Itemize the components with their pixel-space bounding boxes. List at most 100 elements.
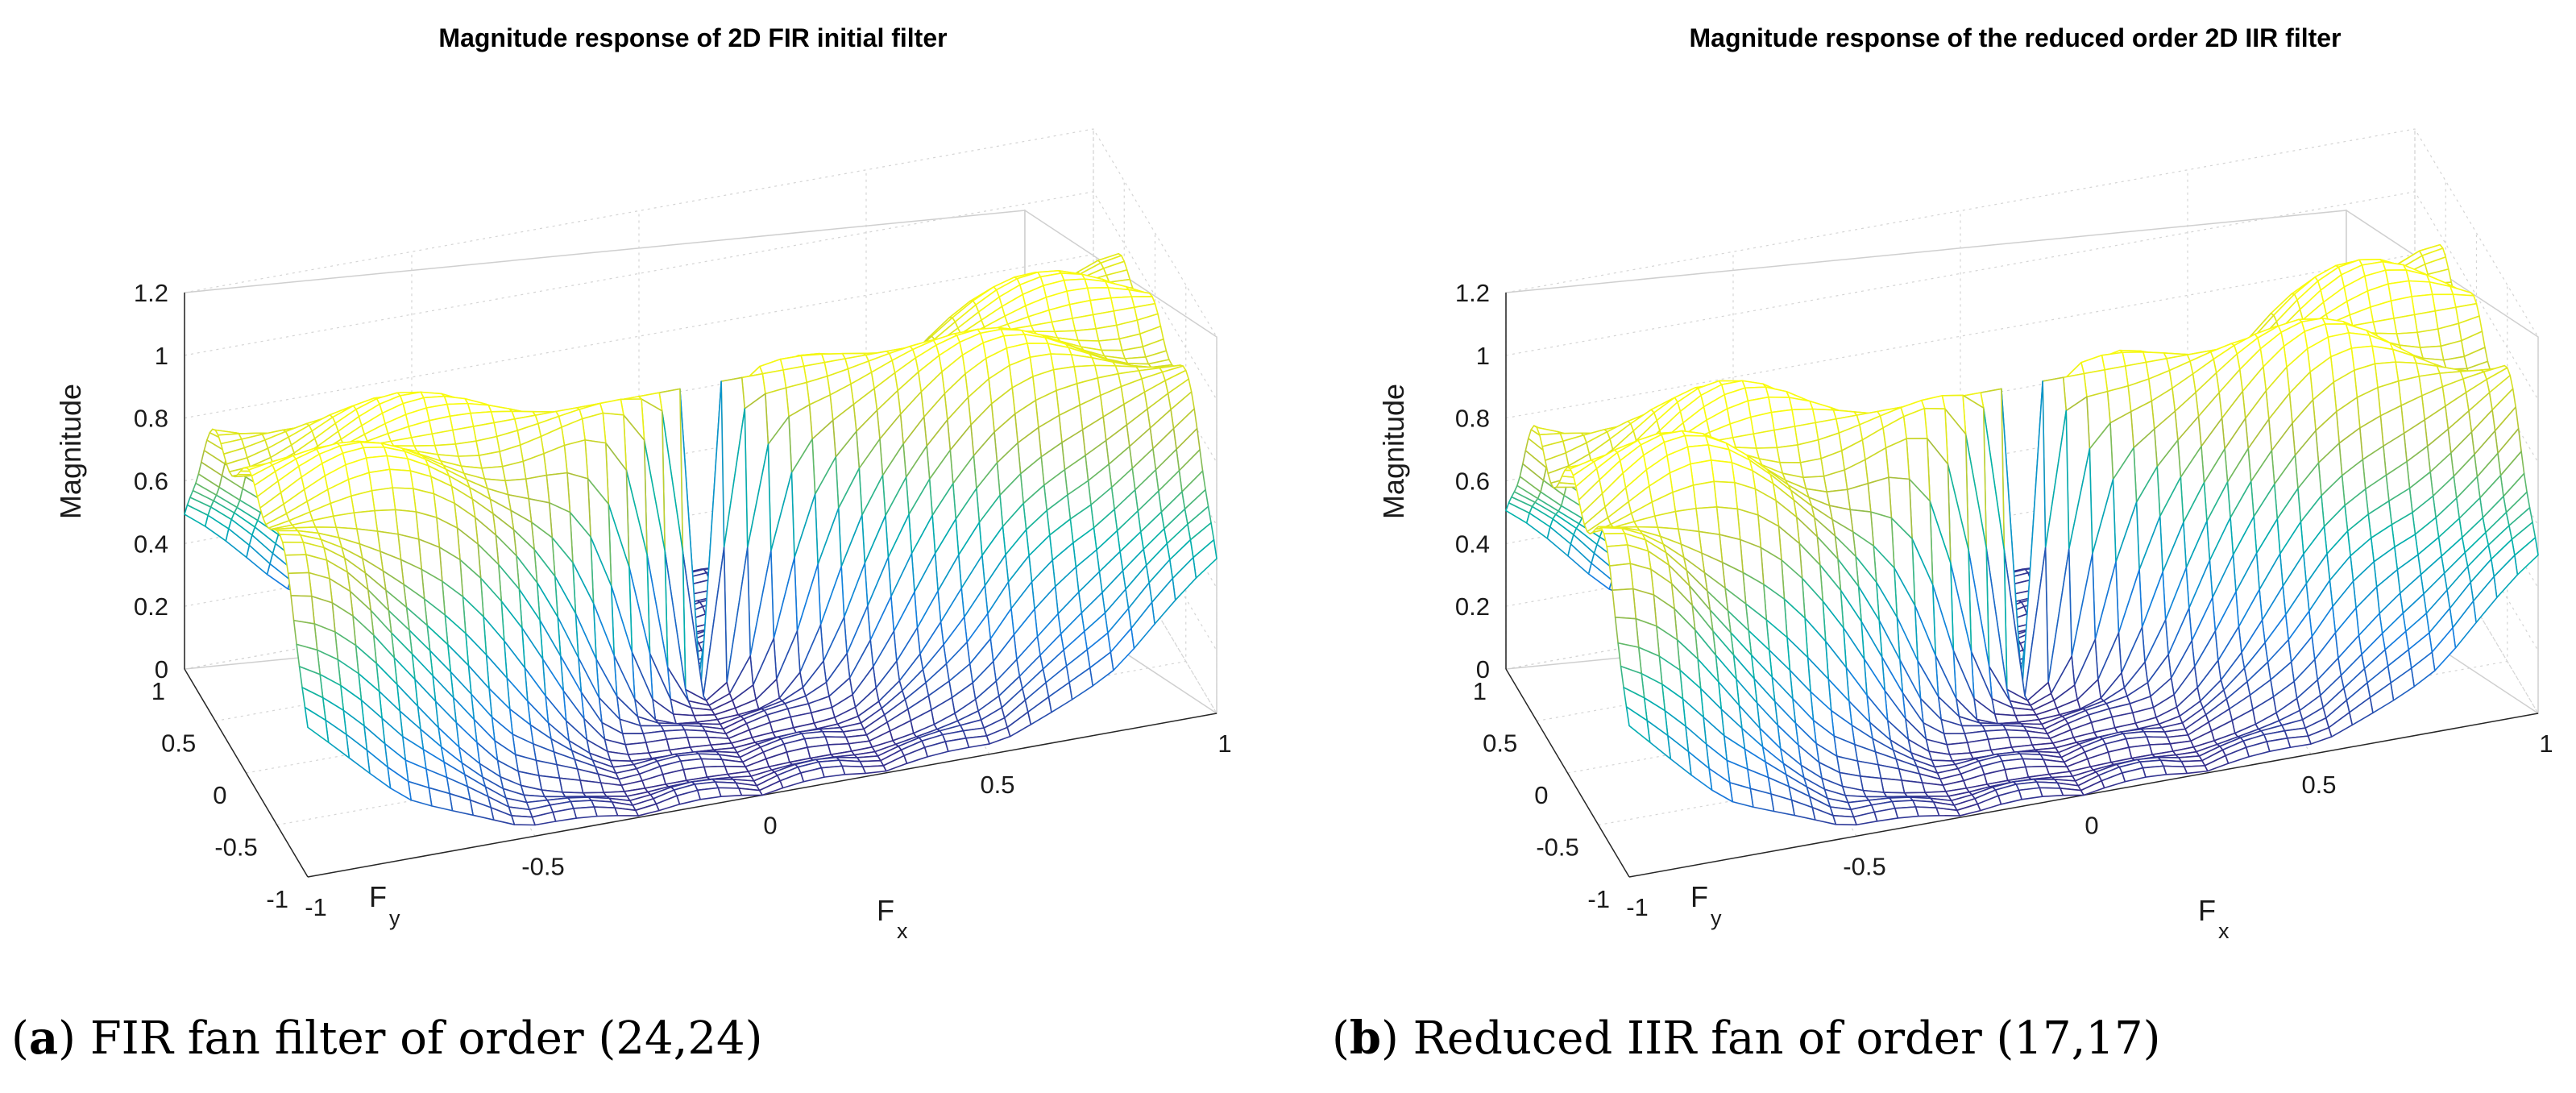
x-axis-label-sub: x — [897, 919, 908, 943]
x-tick-label: 0.5 — [980, 771, 1014, 799]
surface-patch — [1901, 779, 1926, 794]
surface-patch — [1606, 544, 1632, 567]
y-tick-label: 1 — [1473, 677, 1487, 705]
y-axis-label: F — [369, 880, 387, 913]
surface-patch — [1832, 814, 1857, 826]
z-tick-label: 0 — [1476, 655, 1490, 684]
surface-patch — [603, 791, 628, 797]
z-tick-label: 0 — [155, 655, 168, 684]
surface-patch — [593, 806, 619, 817]
surface-mesh — [184, 252, 1217, 826]
surface-patch — [374, 509, 399, 535]
surface-patch — [696, 787, 722, 800]
caption-b-letter: b — [1349, 1012, 1382, 1065]
x-tick-label: 0 — [763, 812, 777, 840]
surface-patch — [2018, 787, 2043, 800]
z-tick-label: 0.6 — [1455, 468, 1490, 496]
surface-patch — [2142, 765, 2167, 778]
surface-patch — [371, 487, 396, 512]
chart-panel-a: 0 0.2 0.4 0.6 0.8 1 1.2 -1 -0.5 0 0.5 1 1 0.5 0 -0.5 -1 M… — [54, 23, 1232, 943]
surface-patch — [1692, 480, 1718, 509]
surface-patch — [1880, 777, 1906, 794]
y-axis-label-sub: y — [1711, 906, 1722, 930]
caption-a-text: FIR fan filter of order (24,24) — [76, 1012, 763, 1065]
chart-title: Magnitude response of 2D FIR initial fil… — [438, 23, 947, 52]
y-tick-label: 1 — [151, 677, 165, 705]
x-tick-label: 0.5 — [2301, 771, 2336, 799]
y-axis-label: F — [1690, 880, 1708, 913]
surface-patch — [353, 509, 379, 532]
chart-title: Magnitude response of the reduced order … — [1689, 23, 2341, 52]
z-tick-label: 1 — [155, 342, 168, 370]
surface-patch — [1074, 328, 1100, 342]
surface-patch — [368, 468, 393, 492]
surface-patch — [2416, 328, 2441, 348]
surface-patch — [454, 440, 480, 457]
surface-patch — [392, 487, 417, 513]
surface-patch — [386, 455, 412, 472]
surface-patch — [1753, 429, 1778, 449]
surface-patch — [1608, 563, 1634, 591]
surface-patch — [700, 758, 726, 768]
surface-patch — [388, 468, 414, 489]
surface-patch — [304, 706, 330, 743]
surface-patch — [2163, 765, 2188, 775]
x-tick-label: 1 — [1217, 729, 1231, 758]
z-tick-label: 0.6 — [134, 468, 168, 496]
surface-patch — [287, 571, 313, 597]
caption-a-letter: a — [28, 1012, 59, 1065]
surface-patch — [1773, 426, 1798, 449]
surface-patch — [2039, 787, 2064, 798]
surface-patch — [2287, 735, 2312, 749]
surface-patch — [683, 729, 709, 738]
x-axis-label: F — [2198, 894, 2216, 927]
surface-patch — [1776, 444, 1802, 463]
surface-patch — [1600, 526, 1626, 534]
surface-patch — [581, 412, 607, 444]
caption-b-text: Reduced IIR fan of order (17,17) — [1398, 1012, 2161, 1065]
surface-patch — [290, 595, 316, 625]
z-tick-label: 0.2 — [1455, 592, 1490, 621]
z-grid-line — [184, 128, 1217, 338]
surface-patch — [1095, 324, 1120, 342]
y-tick-label: 0 — [1534, 781, 1548, 809]
surface-patch — [579, 779, 604, 794]
z-axis-label: Magnitude — [54, 384, 87, 519]
surface-patch — [2371, 345, 2396, 365]
surface-patch — [841, 765, 866, 775]
surface-patch — [1894, 806, 1919, 819]
z-tick-label: 0.8 — [134, 405, 168, 433]
surface-mesh — [1505, 243, 2539, 826]
surface-patch — [717, 787, 743, 798]
surface-patch — [1799, 458, 1825, 479]
y-tick-label: -0.5 — [214, 833, 257, 862]
z-axis-label: Magnitude — [1377, 384, 1410, 519]
surface-patch — [861, 765, 887, 775]
x-tick-label: -1 — [1626, 893, 1649, 921]
x-axis-label: F — [877, 894, 894, 927]
x-tick-label: 0 — [2084, 812, 2098, 840]
x-tick-label: 1 — [2539, 729, 2553, 758]
z-tick-label: 1.2 — [134, 279, 168, 307]
surface-patch — [2022, 758, 2047, 768]
y-axis-line — [1505, 668, 1630, 878]
x-tick-label: -0.5 — [1843, 852, 1885, 880]
surface-patch — [2183, 765, 2209, 775]
surface-patch — [1097, 338, 1123, 351]
z-tick-label: 1 — [1476, 342, 1490, 370]
z-tick-label: 0.2 — [134, 592, 168, 621]
surface-patch — [1695, 506, 1720, 535]
y-axis-line — [184, 668, 309, 878]
z-tick-label: 0.8 — [1455, 405, 1490, 433]
surface-patch — [820, 765, 846, 778]
y-tick-label: 0.5 — [161, 729, 196, 758]
surface-patch — [558, 777, 584, 794]
chart-panel-b: 0 0.2 0.4 0.6 0.8 1 1.2 -1 -0.5 0 0.5 1 1 0.5 0 -0.5 -1 M… — [1377, 23, 2553, 943]
surface-patch — [1710, 459, 1736, 484]
surface-patch — [332, 512, 358, 530]
surface-patch — [1674, 507, 1700, 533]
y-tick-label: 0 — [213, 781, 226, 809]
y-tick-label: 0.5 — [1483, 729, 1517, 758]
surface-patch — [2005, 729, 2031, 738]
surface-patch — [1612, 588, 1637, 620]
